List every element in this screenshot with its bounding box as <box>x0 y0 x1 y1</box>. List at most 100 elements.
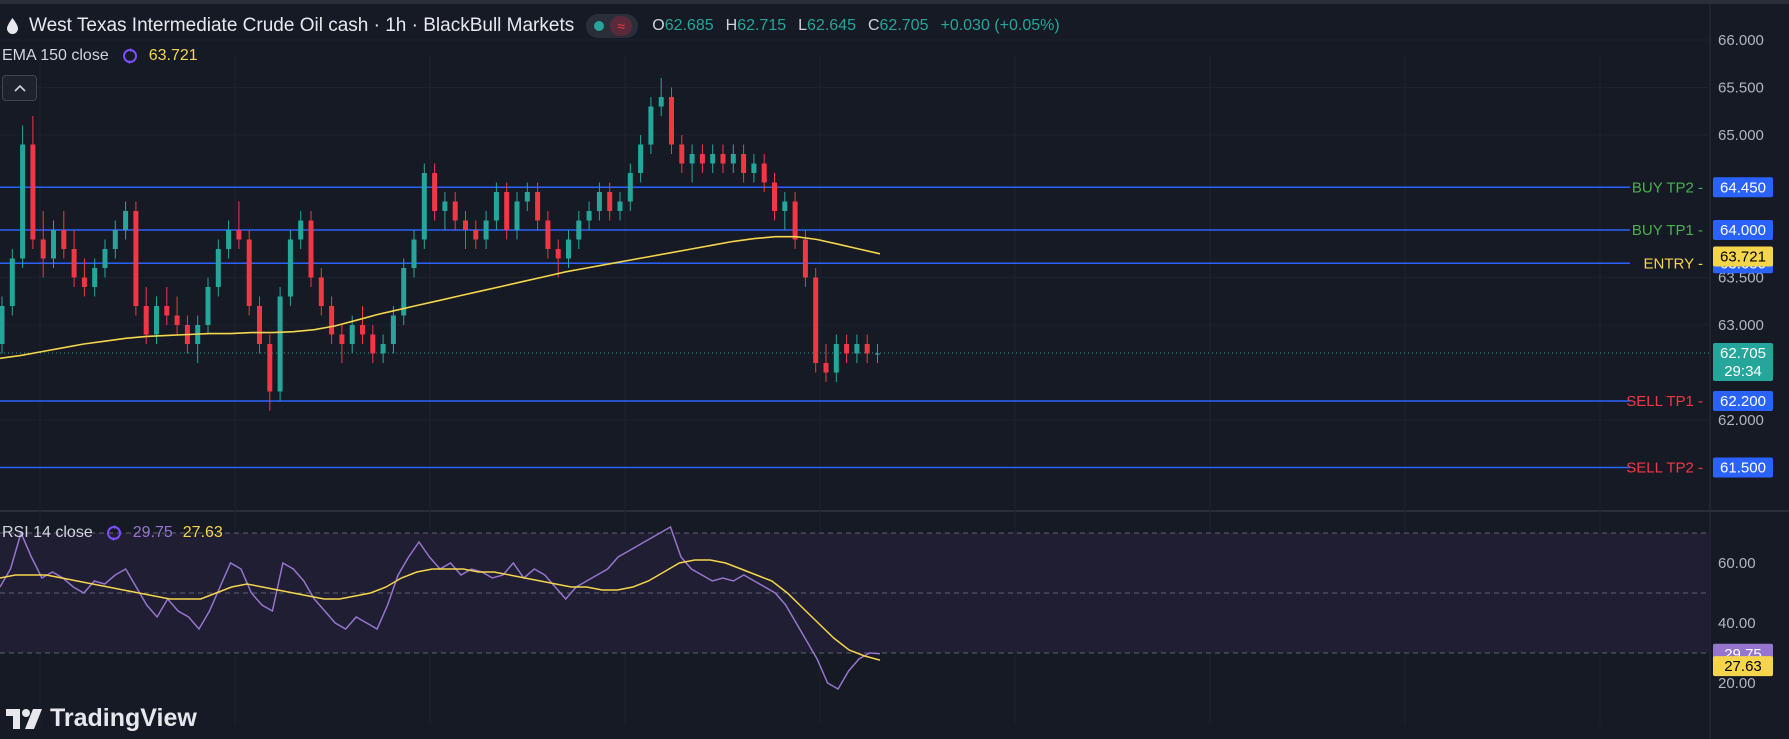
candle-body[interactable] <box>607 192 613 211</box>
candle-body[interactable] <box>875 353 880 355</box>
candle-body[interactable] <box>123 211 129 230</box>
candle-body[interactable] <box>576 220 582 240</box>
candle-body[interactable] <box>514 201 520 231</box>
candle-body[interactable] <box>133 211 139 306</box>
candle-body[interactable] <box>61 230 67 249</box>
candle-body[interactable] <box>772 182 777 212</box>
candle-body[interactable] <box>566 239 571 259</box>
candle-body[interactable] <box>267 344 273 392</box>
candle-body[interactable] <box>792 201 798 240</box>
candle-body[interactable] <box>710 154 716 164</box>
rsi-legend[interactable]: RSI 14 close 29.75 27.63 <box>2 524 223 542</box>
candle-body[interactable] <box>257 306 262 344</box>
candle-body[interactable] <box>452 201 458 221</box>
tradingview-logo-icon <box>6 708 42 729</box>
candle-body[interactable] <box>730 154 736 164</box>
candle-body[interactable] <box>308 220 314 278</box>
candle-body[interactable] <box>854 344 860 354</box>
candle-body[interactable] <box>380 344 386 354</box>
candle-body[interactable] <box>473 230 479 240</box>
candle-body[interactable] <box>246 239 252 307</box>
candle-body[interactable] <box>658 97 664 107</box>
rsi-ma-line[interactable] <box>0 559 881 661</box>
candle-body[interactable] <box>586 211 592 221</box>
candle-body[interactable] <box>432 173 438 211</box>
candle-body[interactable] <box>236 230 242 240</box>
candle-body[interactable] <box>20 144 26 259</box>
candle-body[interactable] <box>638 144 644 174</box>
candle-body[interactable] <box>298 220 304 240</box>
candle-body[interactable] <box>504 192 510 230</box>
candle-body[interactable] <box>154 306 159 335</box>
candle-body[interactable] <box>112 230 118 249</box>
candle-body[interactable] <box>802 239 808 278</box>
candle-body[interactable] <box>844 344 850 354</box>
candle-body[interactable] <box>524 192 530 202</box>
symbol-title[interactable]: West Texas Intermediate Crude Oil cash ·… <box>29 15 575 36</box>
candle-body[interactable] <box>339 334 345 345</box>
candle-body[interactable] <box>0 306 5 344</box>
candle-body[interactable] <box>699 154 705 164</box>
candle-body[interactable] <box>782 201 788 212</box>
candle-body[interactable] <box>535 192 541 221</box>
candle-body[interactable] <box>627 173 633 202</box>
candle-body[interactable] <box>864 344 870 354</box>
candle-body[interactable] <box>493 192 499 221</box>
candle-body[interactable] <box>9 258 15 307</box>
candle-body[interactable] <box>555 249 561 259</box>
price-axis-tick: 63.500 <box>1718 270 1764 287</box>
candle-body[interactable] <box>679 144 685 164</box>
candle-body[interactable] <box>833 344 839 373</box>
sync-icon[interactable] <box>105 524 123 542</box>
candle-body[interactable] <box>648 106 654 145</box>
ema-150-line[interactable] <box>0 235 881 360</box>
candle-body[interactable] <box>401 268 407 316</box>
candle-body[interactable] <box>71 249 77 278</box>
status-pills[interactable]: ≈ <box>586 14 639 38</box>
candle-body[interactable] <box>51 230 56 259</box>
candle-body[interactable] <box>411 239 417 269</box>
candle-body[interactable] <box>442 201 448 212</box>
candle-body[interactable] <box>30 144 36 240</box>
candle-body[interactable] <box>390 315 396 345</box>
candle-body[interactable] <box>813 277 819 364</box>
collapse-legend-button[interactable] <box>2 75 37 101</box>
level-price-tag: 64.000 <box>1720 222 1766 239</box>
candle-body[interactable] <box>617 201 623 212</box>
tradingview-logo[interactable]: TradingView <box>6 704 197 733</box>
candle-body[interactable] <box>92 268 98 287</box>
candle-body[interactable] <box>205 287 211 325</box>
candle-body[interactable] <box>226 230 232 249</box>
candle-body[interactable] <box>102 249 108 268</box>
open-value: 62.685 <box>664 17 714 34</box>
candle-body[interactable] <box>596 192 602 211</box>
candle-body[interactable] <box>40 239 46 259</box>
candle-body[interactable] <box>215 249 221 287</box>
candle-body[interactable] <box>761 163 767 183</box>
ema-price-tag-bg <box>1713 246 1773 267</box>
candle-body[interactable] <box>421 173 427 240</box>
candle-body[interactable] <box>370 334 376 354</box>
candle-body[interactable] <box>318 277 324 307</box>
candle-body[interactable] <box>751 163 757 174</box>
ema-legend[interactable]: EMA 150 close 63.721 <box>2 47 198 65</box>
candle-body[interactable] <box>483 220 489 240</box>
candle-body[interactable] <box>463 220 468 231</box>
candle-body[interactable] <box>277 296 283 392</box>
sync-icon[interactable] <box>121 47 139 65</box>
candle-body[interactable] <box>823 363 829 373</box>
candle-body[interactable] <box>174 315 180 326</box>
candle-body[interactable] <box>143 306 149 335</box>
candle-body[interactable] <box>720 154 726 164</box>
candle-body[interactable] <box>669 97 674 145</box>
candle-body[interactable] <box>545 220 551 250</box>
candle-body[interactable] <box>164 306 170 316</box>
candle-body[interactable] <box>287 239 293 297</box>
candle-body[interactable] <box>329 306 335 335</box>
candle-body[interactable] <box>360 325 365 335</box>
candle-body[interactable] <box>689 154 695 164</box>
candle-body[interactable] <box>741 154 747 173</box>
candle-body[interactable] <box>81 277 87 288</box>
candle-body[interactable] <box>349 325 355 344</box>
